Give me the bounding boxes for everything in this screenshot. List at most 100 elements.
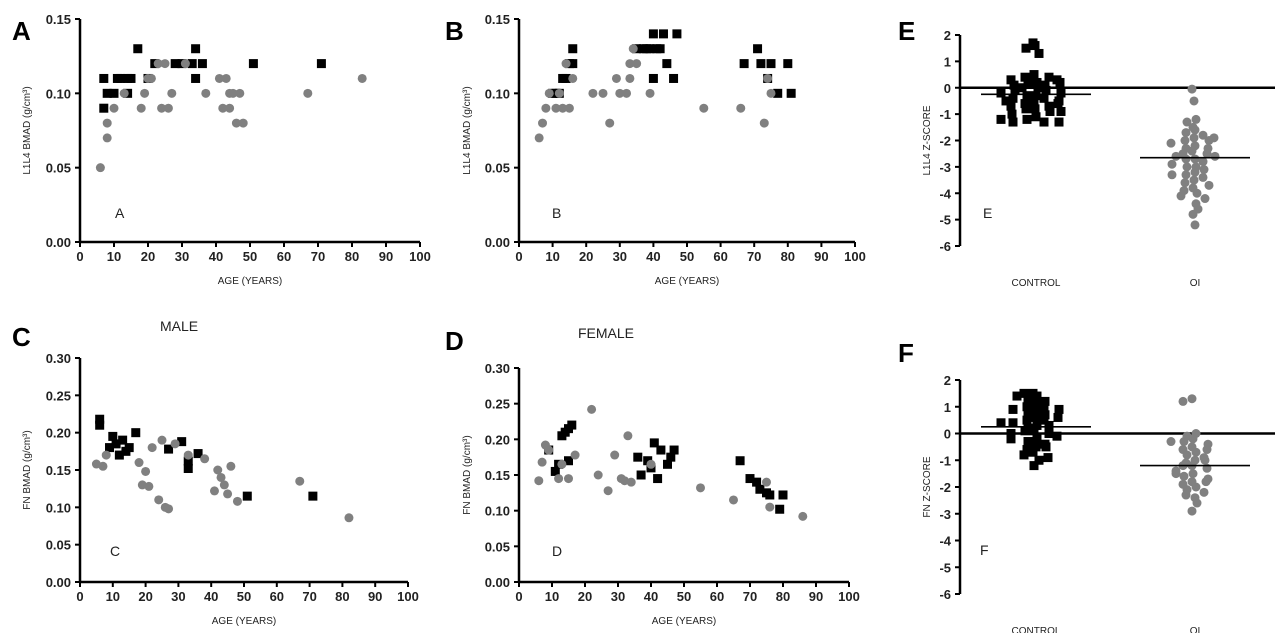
- oi-point: [1190, 125, 1200, 135]
- control-point: [1006, 434, 1016, 444]
- x-tick-label: 30: [613, 249, 627, 264]
- x-tick-label: 90: [814, 249, 828, 264]
- y-tick-label: 1: [944, 54, 951, 69]
- control-point: [1022, 402, 1032, 412]
- x-tick-label: 10: [106, 589, 120, 604]
- x-tick-label: 10: [545, 249, 559, 264]
- control-point: [658, 29, 668, 39]
- control-point: [756, 59, 766, 69]
- control-point: [1006, 429, 1016, 438]
- oi-point: [1187, 394, 1197, 404]
- control-point: [669, 445, 679, 455]
- oi-point: [696, 483, 705, 493]
- oi-point: [1179, 471, 1189, 481]
- y-axis-title: FN BMAD (g/cm³): [22, 430, 33, 509]
- control-point: [1031, 112, 1041, 122]
- panel-subtitle: FEMALE: [578, 325, 634, 341]
- control-point: [133, 44, 143, 54]
- x-axis-title: AGE (YEARS): [212, 616, 276, 627]
- x-tick-label: 40: [646, 249, 660, 264]
- panel-e: E 2 1 0 -1 -2 -3 -4 -5 -6 L1L4 Z-SCORE CONTROL OI E: [898, 16, 1275, 289]
- control-point: [662, 59, 672, 69]
- control-point: [655, 44, 665, 54]
- oi-point: [615, 88, 625, 98]
- control-point: [636, 470, 646, 480]
- control-point: [1044, 72, 1054, 82]
- x-tick-label: 30: [171, 589, 185, 604]
- control-point: [1021, 43, 1031, 53]
- oi-point: [147, 443, 157, 453]
- control-point: [1032, 407, 1042, 417]
- control-point: [1001, 96, 1011, 106]
- oi-point: [1178, 396, 1188, 406]
- panel-letter: C: [12, 322, 31, 352]
- x-tick-label: 0: [76, 249, 83, 264]
- control-point: [1039, 93, 1049, 103]
- control-point: [1032, 391, 1042, 401]
- x-axis-title: AGE (YEARS): [218, 276, 282, 287]
- panel-letter: E: [898, 16, 915, 46]
- control-point: [656, 445, 666, 455]
- y-tick-label: 0.10: [485, 504, 510, 519]
- control-point: [1019, 450, 1029, 460]
- control-point: [99, 73, 109, 83]
- control-point: [191, 44, 201, 54]
- oi-point: [628, 44, 638, 54]
- oi-point: [564, 474, 573, 484]
- oi-point: [200, 454, 210, 464]
- y-tick-label: -6: [939, 587, 951, 602]
- y-tick-label: 0.15: [46, 463, 71, 478]
- y-axis-title: FN BMAD (g/cm³): [462, 435, 473, 514]
- oi-point: [1198, 172, 1208, 182]
- y-tick-label: 0.30: [46, 351, 71, 366]
- oi-point: [180, 59, 190, 69]
- oi-point: [1190, 167, 1200, 177]
- oi-point: [102, 133, 112, 143]
- control-point: [177, 437, 187, 447]
- oi-point: [232, 496, 242, 506]
- control-point: [187, 59, 197, 69]
- y-tick-label: -4: [939, 534, 951, 549]
- oi-point: [762, 477, 771, 487]
- oi-point: [102, 118, 112, 128]
- oi-point: [1187, 506, 1197, 516]
- control-point: [1039, 117, 1049, 127]
- oi-point: [544, 445, 554, 455]
- y-tick-label: 0.05: [485, 161, 510, 176]
- oi-point: [1200, 455, 1210, 465]
- panel-letter: B: [445, 16, 464, 46]
- oi-point: [1190, 154, 1200, 164]
- panel-letter: F: [898, 338, 914, 368]
- category-label: CONTROL: [1012, 626, 1061, 633]
- oi-point: [626, 477, 636, 487]
- oi-point: [221, 73, 231, 83]
- y-tick-label: 0.20: [485, 432, 510, 447]
- control-point: [1019, 388, 1029, 398]
- x-tick-label: 20: [138, 589, 152, 604]
- x-tick-label: 70: [311, 249, 325, 264]
- control-point: [1029, 99, 1039, 109]
- oi-point: [157, 435, 167, 445]
- x-tick-label: 70: [743, 589, 757, 604]
- oi-point: [146, 73, 156, 83]
- x-tick-label: 40: [644, 589, 658, 604]
- oi-point: [534, 133, 544, 143]
- control-point: [1022, 114, 1032, 124]
- x-tick-label: 80: [345, 249, 359, 264]
- control-point: [1010, 85, 1020, 95]
- control-point: [95, 414, 105, 424]
- control-point: [105, 443, 115, 453]
- oi-point: [1192, 188, 1202, 198]
- x-tick-label: 70: [302, 589, 316, 604]
- y-tick-label: 0: [944, 81, 951, 96]
- control-point: [1045, 106, 1055, 116]
- control-point: [666, 452, 676, 462]
- x-tick-label: 40: [204, 589, 218, 604]
- control-point: [108, 431, 118, 441]
- x-axis-title: AGE (YEARS): [655, 276, 719, 287]
- control-point: [1031, 91, 1041, 101]
- control-point: [1039, 402, 1049, 412]
- oi-point: [625, 73, 635, 83]
- control-point: [996, 114, 1006, 124]
- panel-inner-label: C: [110, 543, 120, 559]
